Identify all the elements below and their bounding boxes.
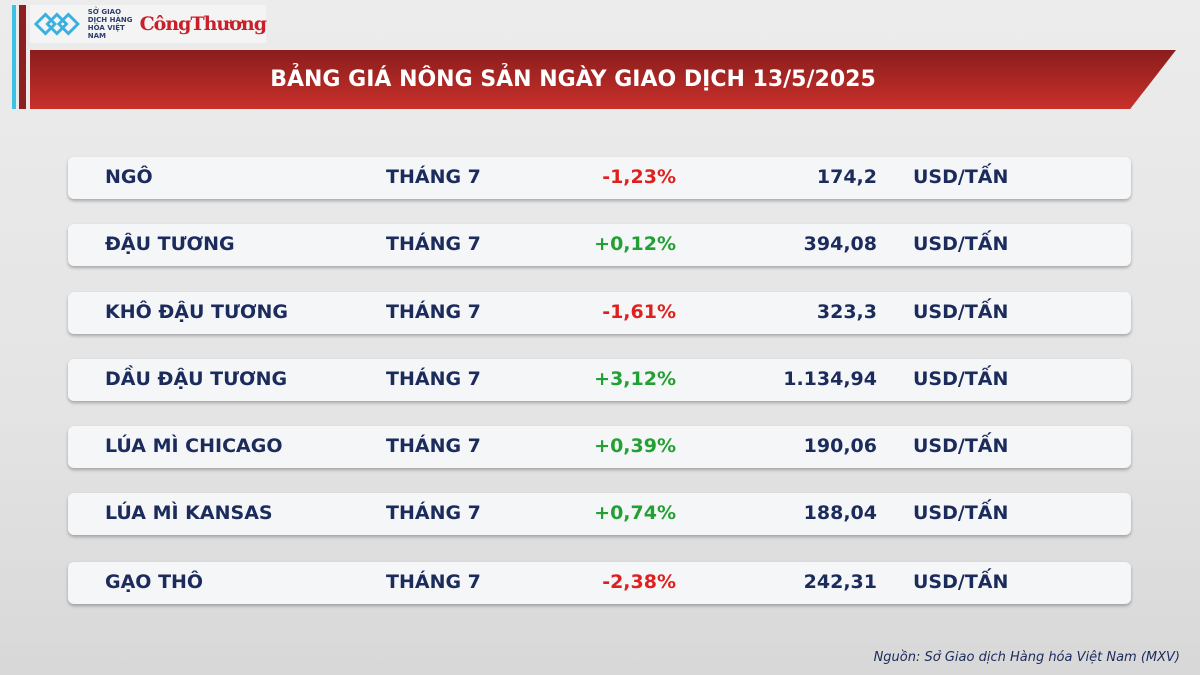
title-banner: BẢNG GIÁ NÔNG SẢN NGÀY GIAO DỊCH 13/5/20… xyxy=(30,50,1176,109)
table-row: GẠO THÔ THÁNG 7 -2,38% 242,31 USD/TẤN xyxy=(68,562,1131,604)
price-change: -2,38% xyxy=(602,571,676,593)
price: 188,04 xyxy=(803,502,877,524)
mxv-logo-icon xyxy=(34,12,80,36)
table-row: LÚA MÌ CHICAGO THÁNG 7 +0,39% 190,06 USD… xyxy=(68,426,1131,468)
contract-month: THÁNG 7 xyxy=(386,166,481,188)
contract-month: THÁNG 7 xyxy=(386,502,481,524)
price-change: +0,39% xyxy=(594,435,676,457)
price: 190,06 xyxy=(803,435,877,457)
table-row: LÚA MÌ KANSAS THÁNG 7 +0,74% 188,04 USD/… xyxy=(68,493,1131,535)
commodity-name: GẠO THÔ xyxy=(105,571,204,593)
logo: SỞ GIAO DỊCH HÀNG HÓA VIỆT NAM CôngThươn… xyxy=(30,5,267,43)
unit: USD/TẤN xyxy=(913,301,1009,323)
table-row: KHÔ ĐẬU TƯƠNG THÁNG 7 -1,61% 323,3 USD/T… xyxy=(68,292,1131,334)
accent-bar-blue xyxy=(12,5,16,109)
commodity-name: ĐẬU TƯƠNG xyxy=(105,233,235,255)
logo-brand: CôngThương xyxy=(139,13,267,35)
contract-month: THÁNG 7 xyxy=(386,435,481,457)
price-change: +0,12% xyxy=(594,233,676,255)
price: 174,2 xyxy=(816,166,877,188)
unit: USD/TẤN xyxy=(913,233,1009,255)
price-change: +3,12% xyxy=(594,368,676,390)
contract-month: THÁNG 7 xyxy=(386,368,481,390)
unit: USD/TẤN xyxy=(913,166,1009,188)
price: 1.134,94 xyxy=(783,368,877,390)
commodity-name: KHÔ ĐẬU TƯƠNG xyxy=(105,301,288,323)
commodity-name: LÚA MÌ KANSAS xyxy=(105,502,273,524)
contract-month: THÁNG 7 xyxy=(386,301,481,323)
unit: USD/TẤN xyxy=(913,368,1009,390)
commodity-name: DẦU ĐẬU TƯƠNG xyxy=(105,368,288,390)
table-row: NGÔ THÁNG 7 -1,23% 174,2 USD/TẤN xyxy=(68,157,1131,199)
price: 242,31 xyxy=(803,571,877,593)
commodity-name: NGÔ xyxy=(105,166,153,188)
price-change: +0,74% xyxy=(594,502,676,524)
unit: USD/TẤN xyxy=(913,502,1009,524)
unit: USD/TẤN xyxy=(913,435,1009,457)
contract-month: THÁNG 7 xyxy=(386,571,481,593)
contract-month: THÁNG 7 xyxy=(386,233,481,255)
source-note: Nguồn: Sở Giao dịch Hàng hóa Việt Nam (M… xyxy=(873,650,1180,665)
table-row: DẦU ĐẬU TƯƠNG THÁNG 7 +3,12% 1.134,94 US… xyxy=(68,359,1131,401)
accent-bar-red xyxy=(19,5,26,109)
price: 323,3 xyxy=(816,301,877,323)
price: 394,08 xyxy=(803,233,877,255)
price-change: -1,23% xyxy=(602,166,676,188)
logo-org: SỞ GIAO DỊCH HÀNG HÓA VIỆT NAM xyxy=(87,8,133,40)
commodity-name: LÚA MÌ CHICAGO xyxy=(105,435,283,457)
unit: USD/TẤN xyxy=(913,571,1009,593)
table-row: ĐẬU TƯƠNG THÁNG 7 +0,12% 394,08 USD/TẤN xyxy=(68,224,1131,266)
page-title: BẢNG GIÁ NÔNG SẢN NGÀY GIAO DỊCH 13/5/20… xyxy=(270,67,876,92)
price-change: -1,61% xyxy=(602,301,676,323)
